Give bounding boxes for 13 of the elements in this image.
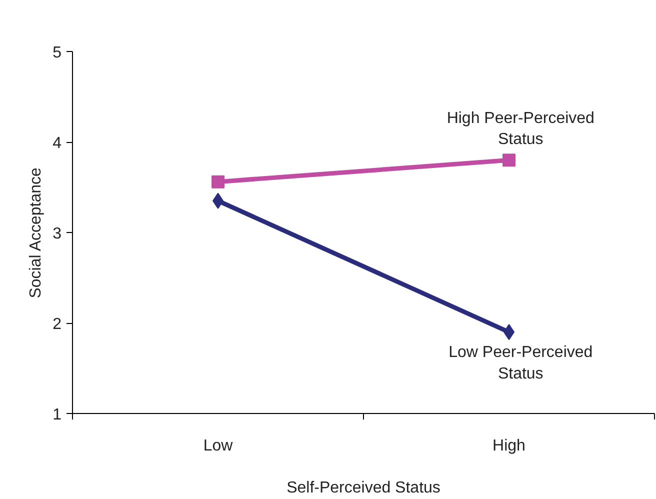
- y-tick-label: 3: [52, 226, 62, 242]
- y-tick-label: 2: [52, 316, 62, 333]
- y-tick-label: 5: [52, 44, 62, 62]
- point: [212, 175, 224, 188]
- point: [502, 154, 516, 167]
- series-label: Low Peer-Perceived Status: [448, 344, 593, 382]
- y-axis-title: Social Acceptance: [28, 167, 45, 298]
- y-tick-label: 1: [52, 406, 62, 424]
- x-axis-title: Self-Perceived Status: [286, 480, 440, 496]
- series-label: High Peer-Perceived Status: [446, 110, 594, 148]
- x-tick-label: High: [492, 438, 526, 454]
- y-tick-label: 4: [52, 135, 62, 152]
- x-tick-label: Low: [203, 438, 234, 454]
